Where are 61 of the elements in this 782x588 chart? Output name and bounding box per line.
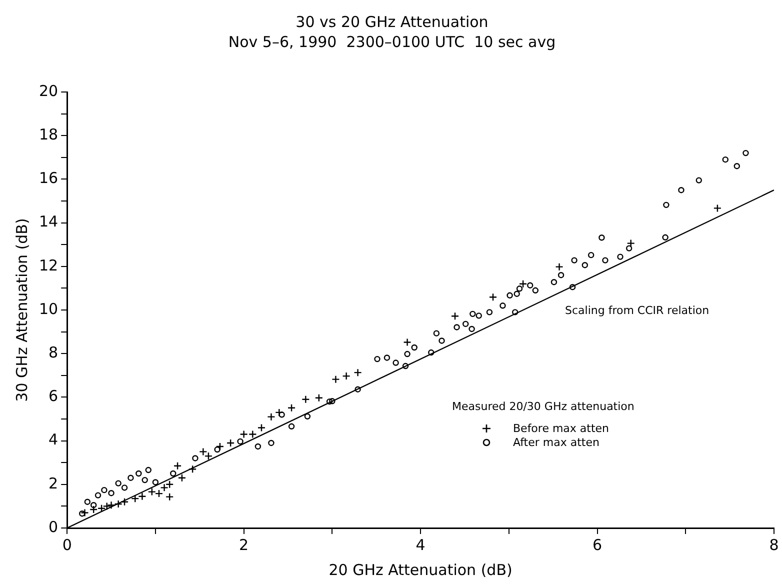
annotation: Scaling from CCIR relation (565, 304, 710, 317)
y-tick-label: 20 (38, 82, 58, 100)
point (178, 474, 186, 482)
point (267, 412, 276, 421)
legend-label: Before max atten (513, 422, 610, 434)
point (160, 484, 168, 492)
point (240, 430, 248, 438)
point (450, 312, 460, 320)
point (518, 280, 528, 288)
x-axis-title: 20 GHz Attenuation (dB) (328, 560, 512, 579)
y-tick-label: 10 (38, 300, 58, 318)
y-tick-label: 16 (38, 169, 58, 188)
point (138, 492, 146, 500)
point (314, 394, 324, 402)
point (154, 489, 164, 498)
x-tick-label: 4 (416, 536, 426, 554)
point (102, 502, 111, 510)
point (226, 438, 235, 448)
point (342, 372, 350, 380)
x-tick-label: 0 (62, 536, 72, 554)
point (188, 465, 197, 474)
point (287, 404, 296, 412)
point (626, 239, 635, 248)
point (107, 501, 116, 510)
point (555, 262, 564, 271)
y-tick-label: 6 (48, 387, 58, 406)
x-tick-label: 6 (592, 536, 602, 554)
point (403, 338, 412, 346)
legend-title: Measured 20/30 GHz attenuation (452, 400, 634, 413)
y-tick-label: 12 (38, 256, 58, 274)
y-tick-label: 14 (38, 212, 58, 231)
y-tick-label: 0 (48, 518, 58, 536)
point (120, 498, 129, 506)
point (173, 462, 182, 470)
y-axis-title: 30 GHz Attenuation (dB) (12, 218, 31, 402)
y-tick-label: 2 (48, 474, 58, 492)
point (148, 488, 156, 496)
point (488, 293, 498, 302)
point (80, 508, 89, 517)
x-tick-label: 8 (769, 536, 779, 554)
point (332, 375, 340, 384)
point (257, 424, 266, 432)
point (354, 368, 362, 377)
point (713, 204, 722, 212)
y-tick-label: 8 (48, 343, 58, 362)
point (248, 430, 257, 438)
point (89, 505, 98, 514)
legend-label: After max atten (513, 436, 600, 448)
point (114, 500, 122, 508)
point (275, 408, 284, 417)
point (165, 492, 174, 501)
y-tick-label: 18 (38, 125, 58, 144)
x-tick-label: 2 (239, 536, 249, 554)
chart-title: 30 vs 20 GHz Attenuation (296, 12, 488, 31)
point (165, 480, 174, 488)
point (216, 442, 224, 451)
point (97, 504, 106, 512)
point (302, 395, 310, 404)
point (131, 494, 140, 503)
chart-subtitle: Nov 5–6, 1990 2300–0100 UTC 10 sec avg (228, 32, 556, 51)
y-tick-label: 4 (48, 430, 58, 449)
